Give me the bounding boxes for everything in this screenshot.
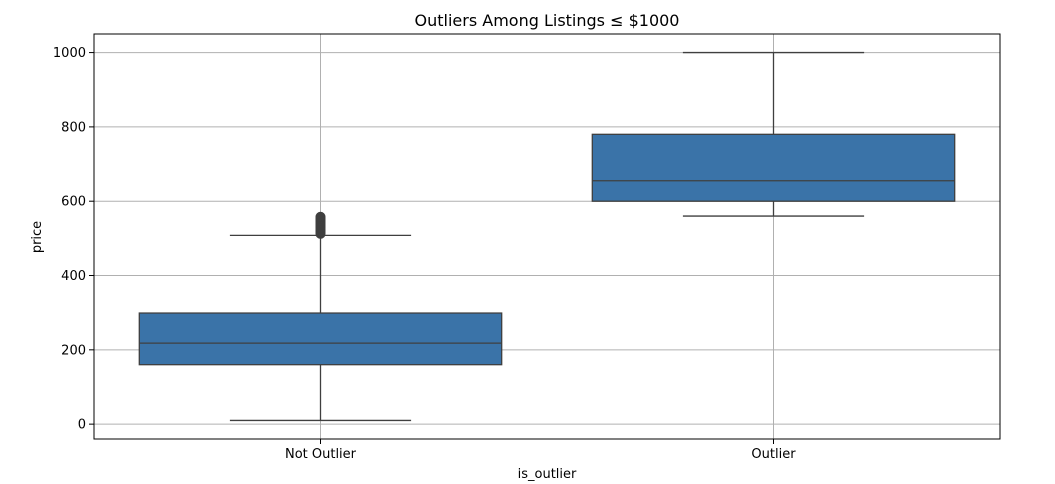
x-axis-label: is_outlier xyxy=(518,467,577,482)
y-tick-label: 600 xyxy=(61,195,86,210)
y-axis: 0 200 400 600 800 1000 xyxy=(53,46,94,433)
outlier-point xyxy=(315,211,326,222)
chart-title: Outliers Among Listings ≤ $1000 xyxy=(415,11,680,30)
x-tick-label: Not Outlier xyxy=(285,447,357,462)
y-tick-label: 800 xyxy=(61,120,86,135)
y-tick-label: 400 xyxy=(61,269,86,284)
box-group xyxy=(138,211,503,422)
x-tick-label: Outlier xyxy=(751,447,796,462)
x-axis: Not Outlier Outlier xyxy=(285,439,796,462)
plot-area-frame xyxy=(93,33,1001,440)
iqr-box xyxy=(138,312,503,366)
box-group xyxy=(591,51,956,217)
y-tick-label: 0 xyxy=(78,418,86,433)
box-series xyxy=(138,51,956,422)
y-axis-label: price xyxy=(30,221,45,253)
y-tick-label: 1000 xyxy=(53,46,86,61)
iqr-box xyxy=(591,133,956,202)
y-tick-label: 200 xyxy=(61,343,86,358)
grid-lines xyxy=(94,34,1000,439)
